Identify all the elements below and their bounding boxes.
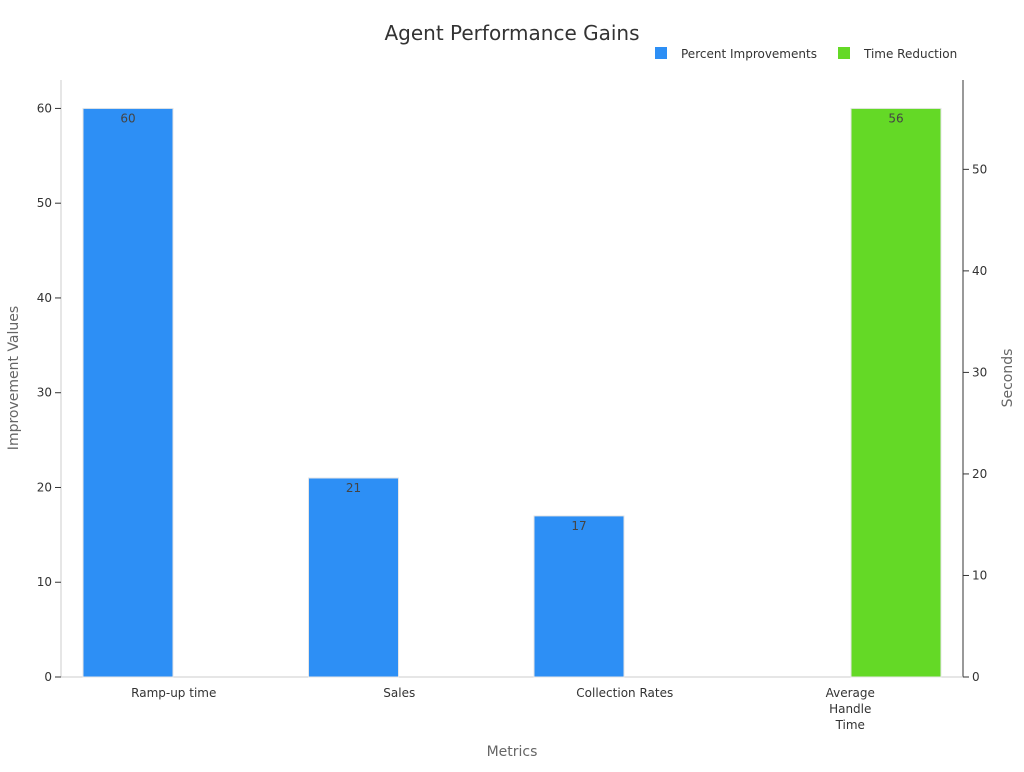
chart-title: Agent Performance Gains: [384, 21, 639, 45]
y-tick-label: 60: [37, 101, 52, 115]
legend-swatch: [838, 47, 850, 59]
bar-data-label: 56: [888, 111, 903, 125]
y-tick-label: 50: [37, 196, 52, 210]
x-tick-label: Average Handle Time: [826, 686, 875, 732]
data-labels: 60 21 17 56: [120, 111, 903, 532]
axes: 0 10 20 30 40 50 60 0 10 20 30 40 50 Ramp-up time Sale…: [37, 80, 987, 732]
y2-tick-label: 10: [972, 568, 987, 582]
y2-tick-label: 40: [972, 264, 987, 278]
bars: [82, 107, 942, 678]
legend-label: Percent Improvements: [681, 47, 817, 61]
legend-swatch: [655, 47, 667, 59]
y-tick-label: 0: [44, 670, 52, 684]
y-tick-label: 30: [37, 386, 52, 400]
bar-sales[interactable]: [308, 477, 399, 678]
x-tick-label: Sales: [383, 686, 415, 700]
y2-tick-label: 30: [972, 365, 987, 379]
bar-average-handle-time[interactable]: [850, 107, 942, 678]
y2-tick-label: 0: [972, 670, 980, 684]
bar-data-label: 21: [346, 481, 361, 495]
y-axis-title: Improvement Values: [6, 306, 22, 450]
y-tick-label: 20: [37, 480, 52, 494]
x-tick-label: Collection Rates: [576, 686, 673, 700]
x-tick-label: Ramp-up time: [131, 686, 216, 700]
bar-collection-rates[interactable]: [533, 515, 625, 678]
legend-label: Time Reduction: [863, 47, 957, 61]
bar-data-label: 60: [120, 111, 135, 125]
y2-axis-title: Seconds: [1000, 349, 1016, 408]
x-axis-title: Metrics: [487, 744, 538, 760]
y-tick-label: 40: [37, 291, 52, 305]
bar-data-label: 17: [571, 519, 586, 533]
y2-tick-label: 50: [972, 162, 987, 176]
y-tick-label: 10: [37, 575, 52, 589]
bar-ramp-up-time[interactable]: [82, 107, 174, 678]
legend: Percent Improvements Time Reduction: [655, 47, 957, 61]
y2-tick-label: 20: [972, 467, 987, 481]
